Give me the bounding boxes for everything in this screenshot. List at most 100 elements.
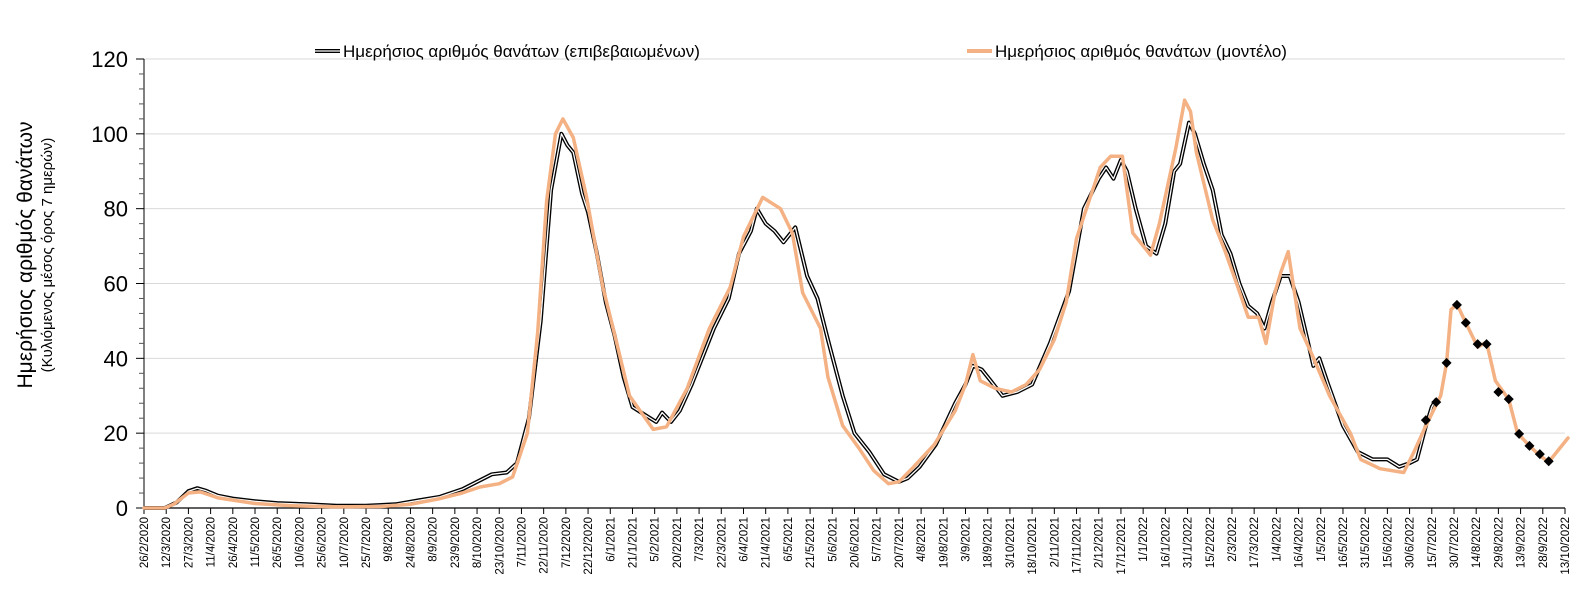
legend: Ημερήσιος αριθμός θανάτων (επιβεβαιωμένω…	[315, 42, 1287, 61]
x-tick-label: 31/1/2022	[1183, 517, 1195, 568]
x-tick-label: 30/7/2022	[1449, 517, 1461, 568]
x-tick-label: 20/6/2021	[850, 517, 862, 568]
y-tick-label: 120	[91, 47, 128, 72]
data-marker-diamond	[1472, 339, 1483, 350]
x-tick-label: 9/8/2020	[383, 517, 395, 562]
x-tick-label: 30/6/2022	[1405, 517, 1417, 568]
x-tick-label: 7/12/2020	[561, 517, 573, 568]
x-tick-label: 6/5/2021	[783, 517, 795, 562]
x-tick-label: 17/3/2022	[1249, 517, 1261, 568]
x-tick-label: 1/1/2022	[1138, 517, 1150, 562]
y-axis-ticks: 0 20 40 60 80 100 120	[91, 47, 144, 521]
x-tick-label: 17/11/2021	[1072, 517, 1084, 574]
x-tick-label: 20/7/2021	[894, 517, 906, 568]
x-tick-label: 17/12/2021	[1116, 517, 1128, 575]
x-tick-label: 21/5/2021	[805, 517, 817, 568]
data-marker-diamond	[1481, 339, 1492, 350]
x-tick-label: 5/2/2021	[650, 517, 662, 562]
x-tick-label: 2/3/2022	[1227, 517, 1239, 562]
x-tick-label: 20/2/2021	[672, 517, 684, 568]
x-tick-label: 7/11/2020	[516, 517, 528, 567]
data-marker-diamond	[1420, 415, 1431, 426]
data-marker-diamond	[1524, 440, 1535, 451]
x-tick-label: 8/9/2020	[428, 517, 440, 562]
x-tick-label: 26/5/2020	[272, 517, 284, 568]
legend-label-confirmed: Ημερήσιος αριθμός θανάτων (επιβεβαιωμένω…	[343, 42, 700, 61]
x-tick-label: 15/6/2022	[1382, 517, 1394, 568]
x-tick-label: 6/4/2021	[738, 517, 750, 562]
x-tick-label: 16/1/2022	[1160, 517, 1172, 568]
y-tick-label: 80	[104, 197, 128, 222]
x-tick-label: 15/2/2022	[1205, 517, 1217, 568]
legend-item-confirmed: Ημερήσιος αριθμός θανάτων (επιβεβαιωμένω…	[315, 42, 700, 61]
x-tick-label: 14/8/2022	[1471, 517, 1483, 568]
data-marker-diamond	[1534, 449, 1545, 460]
y-axis-label: Ημερήσιος αριθμός θανάτων	[14, 121, 37, 388]
x-tick-label: 28/9/2022	[1538, 517, 1550, 568]
y-axis-title: Ημερήσιος αριθμός θανάτων (Κυλιόμενος μέ…	[14, 121, 56, 388]
data-marker-diamond	[1441, 357, 1452, 368]
x-tick-label: 11/4/2020	[206, 517, 218, 567]
x-tick-label: 8/10/2020	[472, 517, 484, 568]
x-tick-label: 18/9/2021	[983, 517, 995, 568]
x-tick-label: 10/7/2020	[339, 517, 351, 568]
series-line-model	[142, 98, 1570, 510]
x-tick-label: 18/10/2021	[1027, 517, 1039, 575]
x-tick-label: 16/4/2022	[1294, 517, 1306, 568]
x-axis-ticks: 26/2/2020 12/3/2020 27/3/2020 11/4/2020 26/4…	[139, 508, 1572, 575]
x-tick-label: 10/6/2020	[294, 517, 306, 568]
x-tick-label: 21/4/2021	[761, 517, 773, 568]
x-tick-label: 5/6/2021	[827, 517, 839, 562]
x-tick-label: 3/9/2021	[961, 517, 973, 562]
x-tick-label: 22/12/2020	[583, 517, 595, 575]
data-marker-diamond	[1514, 428, 1525, 439]
x-tick-label: 27/3/2020	[183, 517, 195, 568]
legend-label-model: Ημερήσιος αριθμός θανάτων (μοντέλο)	[995, 42, 1287, 61]
x-tick-label: 29/8/2022	[1493, 517, 1505, 568]
series-line-confirmed	[144, 120, 1438, 510]
data-marker-diamond	[1451, 299, 1462, 310]
x-tick-label: 12/3/2020	[161, 517, 173, 568]
x-tick-label: 23/9/2020	[450, 517, 462, 568]
data-marker-diamond	[1543, 456, 1554, 467]
data-marker-diamond	[1503, 394, 1514, 405]
x-tick-label: 15/7/2022	[1427, 517, 1439, 568]
x-tick-label: 22/3/2021	[716, 517, 728, 568]
series-line-confirmed-inner	[144, 121, 1437, 509]
x-tick-label: 5/7/2021	[872, 517, 884, 562]
x-tick-label: 2/11/2021	[1049, 517, 1061, 567]
y-tick-label: 40	[104, 346, 128, 371]
x-tick-label: 26/2/2020	[139, 517, 151, 568]
legend-item-model: Ημερήσιος αριθμός θανάτων (μοντέλο)	[967, 42, 1287, 61]
x-tick-label: 22/11/2020	[539, 517, 551, 574]
x-tick-label: 1/4/2022	[1271, 517, 1283, 562]
x-tick-label: 11/5/2020	[250, 517, 262, 567]
y-tick-label: 20	[104, 421, 128, 446]
x-tick-label: 19/8/2021	[938, 517, 950, 568]
x-tick-label: 4/8/2021	[916, 517, 928, 562]
x-tick-label: 24/8/2020	[405, 517, 417, 568]
y-axis-sublabel: (Κυλιόμενος μέσος όρος 7 ημερών)	[39, 138, 56, 373]
y-tick-label: 60	[104, 272, 128, 297]
x-tick-label: 23/10/2020	[494, 517, 506, 575]
x-tick-label: 31/5/2022	[1360, 517, 1372, 568]
x-tick-label: 13/9/2022	[1516, 517, 1528, 568]
x-tick-label: 13/10/2022	[1560, 517, 1572, 575]
y-tick-label: 100	[91, 122, 128, 147]
x-tick-label: 2/12/2021	[1094, 517, 1106, 568]
x-tick-label: 1/5/2022	[1316, 517, 1328, 562]
gridlines	[144, 58, 1565, 434]
data-marker-diamond	[1493, 387, 1504, 398]
data-marker-diamond	[1460, 317, 1471, 328]
x-tick-label: 26/4/2020	[228, 517, 240, 568]
y-tick-label: 0	[116, 496, 128, 521]
plot-area	[142, 98, 1570, 510]
x-tick-label: 16/5/2022	[1338, 517, 1350, 568]
x-tick-label: 3/10/2021	[1005, 517, 1017, 568]
x-tick-label: 25/6/2020	[317, 517, 329, 568]
data-marker-diamond	[1431, 397, 1442, 408]
x-tick-label: 6/1/2021	[605, 517, 617, 562]
x-tick-label: 7/3/2021	[694, 517, 706, 562]
